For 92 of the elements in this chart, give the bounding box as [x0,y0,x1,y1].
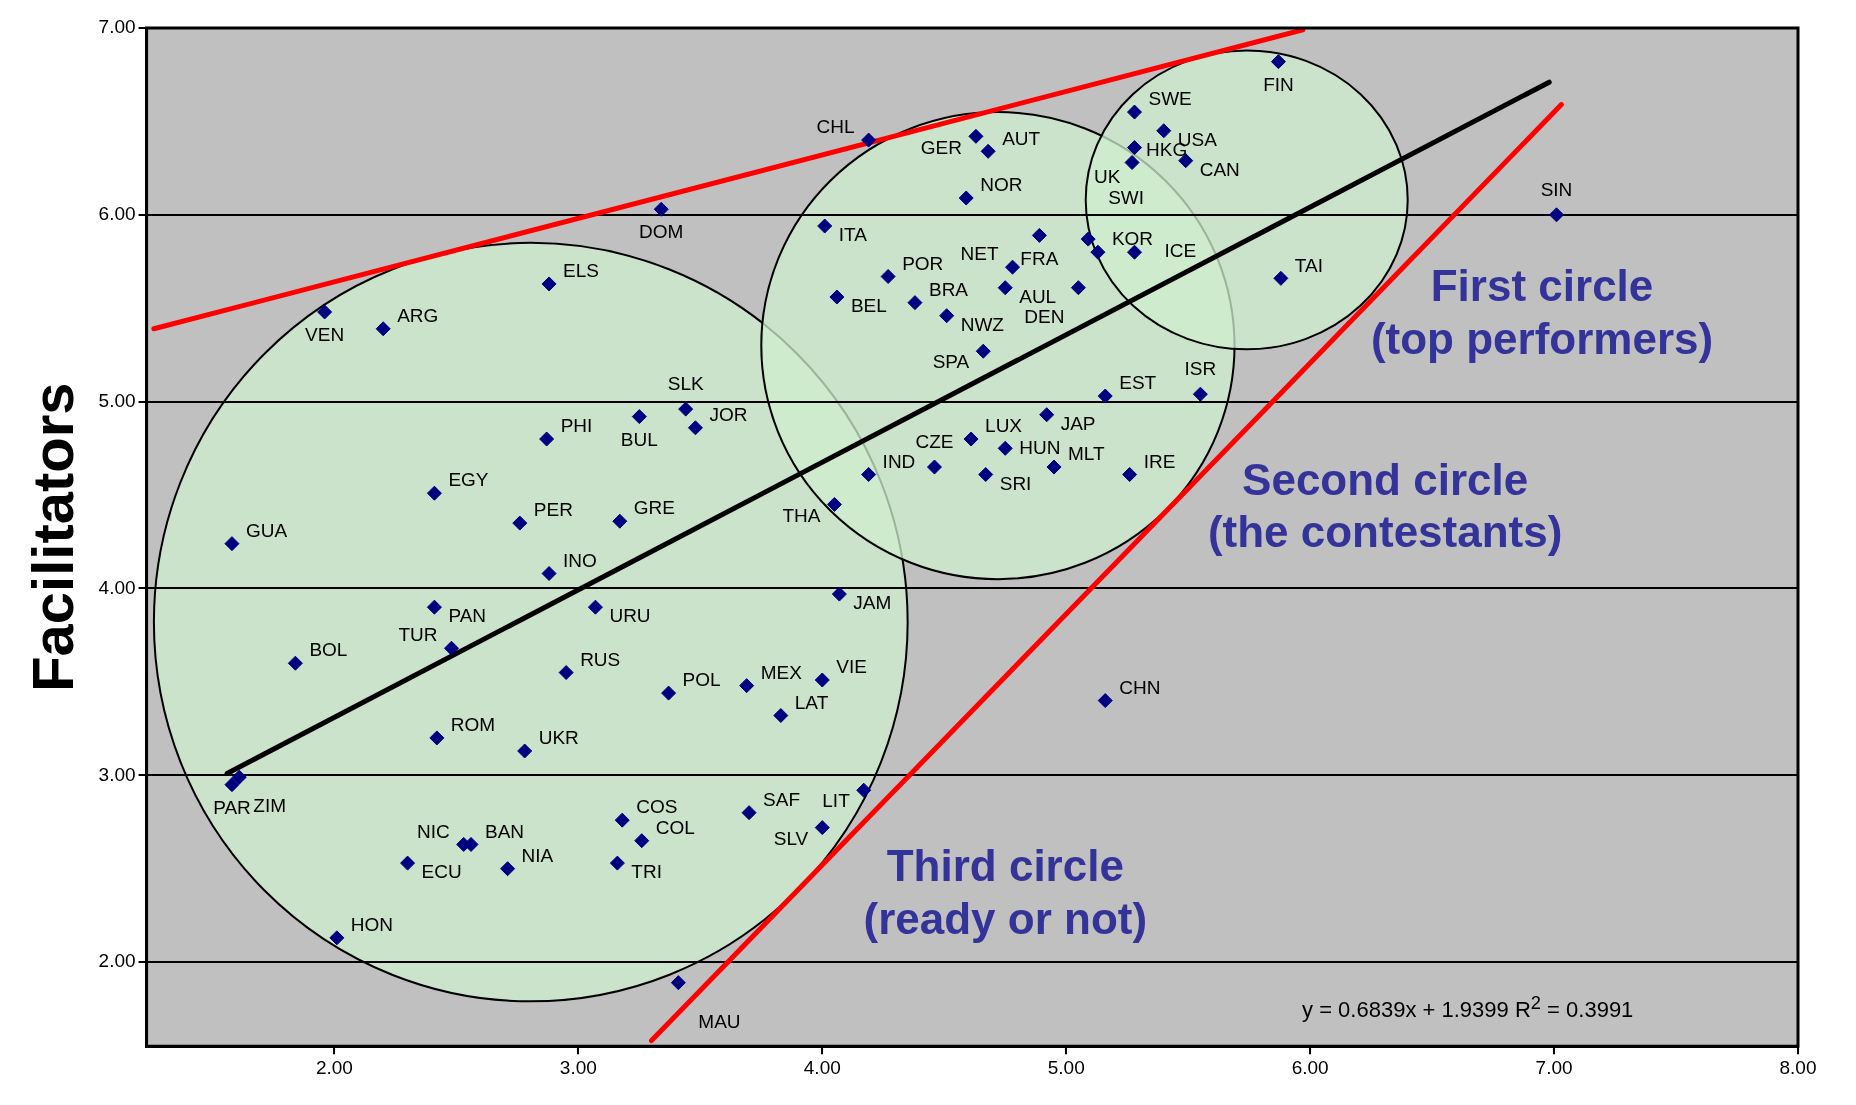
annotation: FIN [1263,73,1294,95]
annotation: LAT [794,691,829,713]
annotation: CHN [1119,676,1161,698]
x-tick-label: 7.00 [1535,1056,1573,1078]
annotation: FRA [1020,247,1059,269]
annotation: PER [533,499,573,521]
annotation: INO [563,549,597,571]
annotation: ICE [1164,240,1197,262]
annotation: NIC [416,820,450,842]
annotation: TUR [398,624,438,646]
annotation: IND [882,450,916,472]
annotation: BUL [620,428,658,450]
annotation: BRA [928,278,969,300]
annotation: PAN [448,605,487,627]
y-tick-label: 5.00 [98,389,136,411]
annotation: DEN [1024,305,1065,327]
annotation: POR [902,252,944,274]
annotation: SRI [999,472,1032,494]
annotation: KOR [1111,228,1154,250]
annotation: NOR [980,174,1023,196]
y-axis-title: Facilitators [19,382,85,692]
annotation: PHI [560,415,593,437]
annotation: POL [682,669,721,691]
annotation: GUA [245,519,288,541]
annotation: ELS [563,260,599,282]
annotation: COS [636,796,678,818]
annotation: PAR [213,796,251,818]
annotation: NET [960,243,999,265]
annotation: AUL [1019,285,1057,307]
annotation: HUN [1019,436,1061,458]
annotation: ROM [450,714,496,736]
annotation: LIT [822,790,851,812]
y-tick-label: 7.00 [98,16,136,38]
annotation: BAN [485,820,525,842]
annotation: Third circle (ready or not) [863,840,1148,946]
annotation: EGY [448,469,489,491]
annotation: TRI [631,861,662,883]
annotation: IRE [1143,450,1176,472]
annotation: SWE [1148,88,1192,110]
annotation: NWZ [960,313,1005,335]
annotation: AUT [1002,127,1041,149]
annotation: BOL [309,639,348,661]
annotation: SAF [763,788,801,810]
annotation: THA [782,504,821,526]
annotation: TAI [1294,254,1324,276]
y-tick-label: 3.00 [98,763,136,785]
annotation: JAP [1060,412,1096,434]
y-tick-label: 6.00 [98,203,136,225]
annotation: ARG [397,305,439,327]
annotation: y = 0.6839x + 1.9399 R$^{2}$ = 0.3991 [1302,991,1634,1024]
annotation: DOM [639,221,684,243]
annotation: ITA [838,224,868,246]
annotation: JOR [709,404,748,426]
annotation: SLV [773,827,809,849]
annotation: URU [609,605,651,627]
annotation: GER [920,136,962,158]
annotation: First circle (top performers) [1370,260,1714,366]
y-tick-label: 4.00 [98,576,136,598]
annotation: SWI [1108,187,1145,209]
annotation: LUX [985,415,1023,437]
annotation: MEX [760,661,803,683]
annotation: MLT [1068,443,1105,465]
annotation: EST [1119,372,1157,394]
x-tick-label: 2.00 [315,1056,353,1078]
annotation: CHL [816,116,855,138]
x-tick-label: 3.00 [559,1056,597,1078]
x-tick-label: 4.00 [803,1056,841,1078]
annotation: VIE [836,656,867,678]
annotation: ECU [421,861,462,883]
annotation: JAM [853,592,892,614]
annotation: COL [655,816,695,838]
x-tick-label: 5.00 [1047,1056,1085,1078]
annotation: VEN [305,324,345,346]
annotation: SIN [1540,179,1573,201]
annotation: UKR [538,727,579,749]
annotation: CAN [1199,158,1240,180]
annotation: ISR [1184,358,1217,380]
annotation: BEL [850,295,887,317]
annotation: ZIM [253,795,286,817]
x-tick-label: 6.00 [1291,1056,1329,1078]
y-tick-label: 2.00 [98,950,136,972]
annotation: CZE [915,431,954,453]
x-tick-label: 8.00 [1779,1056,1817,1078]
annotation: SLK [667,373,704,395]
annotation: UK [1094,165,1121,187]
annotation: RUS [580,648,621,670]
annotation: MAU [698,1010,741,1032]
annotation: Second circle (the contestants) [1207,453,1563,559]
annotation: NIA [521,844,554,866]
annotation: SPA [932,351,970,373]
annotation: HON [350,914,394,936]
annotation: GRE [633,497,675,519]
